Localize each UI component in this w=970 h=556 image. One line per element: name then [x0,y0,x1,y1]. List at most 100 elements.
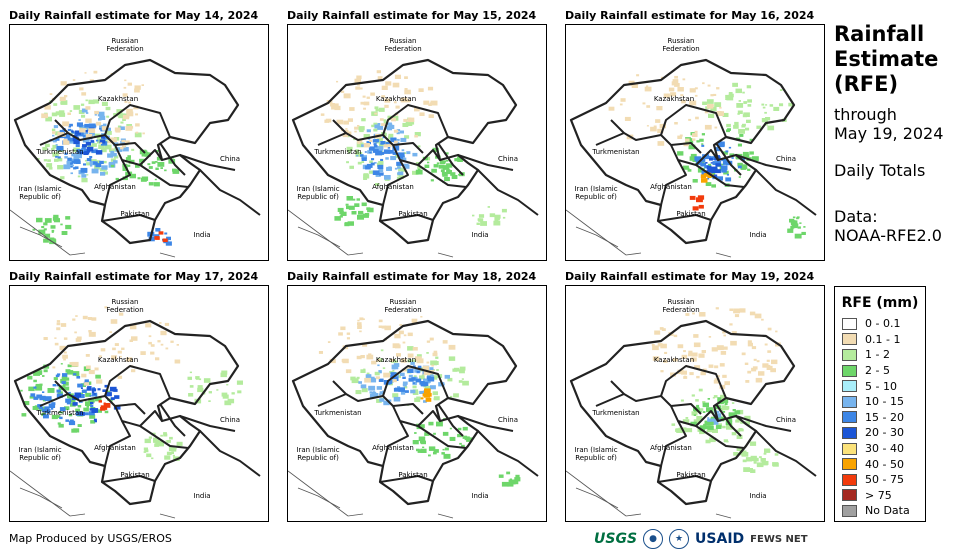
rain-cell [704,110,709,114]
rain-cell [110,397,115,401]
rain-cell [682,78,686,81]
rain-cell [410,361,415,365]
rain-cell [158,442,164,447]
rain-cell [57,132,65,137]
rain-cell [704,124,712,130]
rain-cell [414,107,420,112]
rain-cell [122,114,130,120]
rain-cell [122,118,126,121]
rain-cell [438,164,445,169]
rain-cell [162,238,168,243]
rain-cell [660,76,663,79]
rain-cell [710,162,713,164]
rain-cell [444,177,450,182]
rain-cell [57,156,61,159]
rain-cell [60,81,67,86]
rain-cell [396,161,403,166]
rain-cell [165,347,169,350]
rain-cell [30,393,36,397]
rain-cell [377,137,383,142]
rain-cell [767,327,772,331]
rain-cell [115,177,119,181]
rain-cell [746,119,751,123]
rain-cell [770,368,776,373]
rain-cell [608,106,615,111]
rain-cell [327,341,331,343]
rain-cell [407,359,412,363]
rain-cell [88,398,95,403]
rain-cell [801,231,806,235]
rain-cell [692,312,695,315]
rain-cell [144,449,149,453]
rain-cell [392,145,400,151]
boundary-line [477,169,539,216]
rain-cell [771,359,778,365]
rain-cell [125,126,133,131]
rain-cell [749,441,757,446]
rain-cell [37,158,40,160]
rain-cell [115,147,123,152]
rain-cell [85,142,91,146]
rain-cell [374,112,378,115]
rain-cell [78,119,81,121]
rain-cell [38,406,43,410]
rain-cell [66,160,72,165]
rain-cell [712,397,715,399]
rain-cell [705,162,708,164]
rain-cell [90,420,96,424]
rain-cell [631,83,638,88]
rain-cell [652,356,660,361]
rain-cell [351,211,357,215]
rain-cell [379,118,384,121]
rain-cell [368,353,372,356]
rain-cell [41,226,45,229]
rain-cell [111,355,117,360]
rain-cell [174,359,181,364]
rain-cell [90,140,94,143]
rain-cell [704,425,710,429]
rain-cell [451,175,458,179]
rain-cell [652,345,659,351]
rain-cell [55,374,60,378]
rain-cell [398,330,404,335]
rain-cell [790,225,795,229]
rain-cell [231,392,235,395]
rain-cell [377,76,383,80]
rain-cell [501,208,507,213]
rain-cell [36,394,43,399]
rain-cell [170,340,174,343]
rain-cell [759,456,762,459]
rain-cell [42,391,45,393]
rain-cell [79,151,84,155]
rain-cell [60,323,67,327]
rain-cell [693,419,700,424]
rain-cell [150,351,155,355]
rain-cell [707,418,712,422]
rain-cell [88,147,93,151]
rain-cell [56,393,63,398]
rain-cell [99,139,106,144]
country-label-india: India [471,492,489,500]
rain-cell [677,151,684,156]
rain-cell [412,391,419,395]
rain-cell [743,101,748,104]
rain-cell [33,386,37,389]
rain-cell [414,432,417,434]
rain-cell [358,381,362,384]
rain-cell [97,409,102,413]
rain-cell [80,383,86,387]
rain-cell [58,423,64,428]
rain-cell [85,392,92,397]
rain-cell [99,115,106,120]
rain-cell [681,100,686,104]
rain-cell [50,225,56,229]
rain-cell [383,119,387,122]
rain-cell [508,479,516,485]
rain-cell [738,176,741,178]
rain-cell [158,231,164,235]
rain-cell [761,118,768,123]
rain-cell [436,421,443,427]
legend-label: 40 - 50 [865,457,904,471]
rain-cell [188,393,194,397]
boundary-line [332,119,347,134]
